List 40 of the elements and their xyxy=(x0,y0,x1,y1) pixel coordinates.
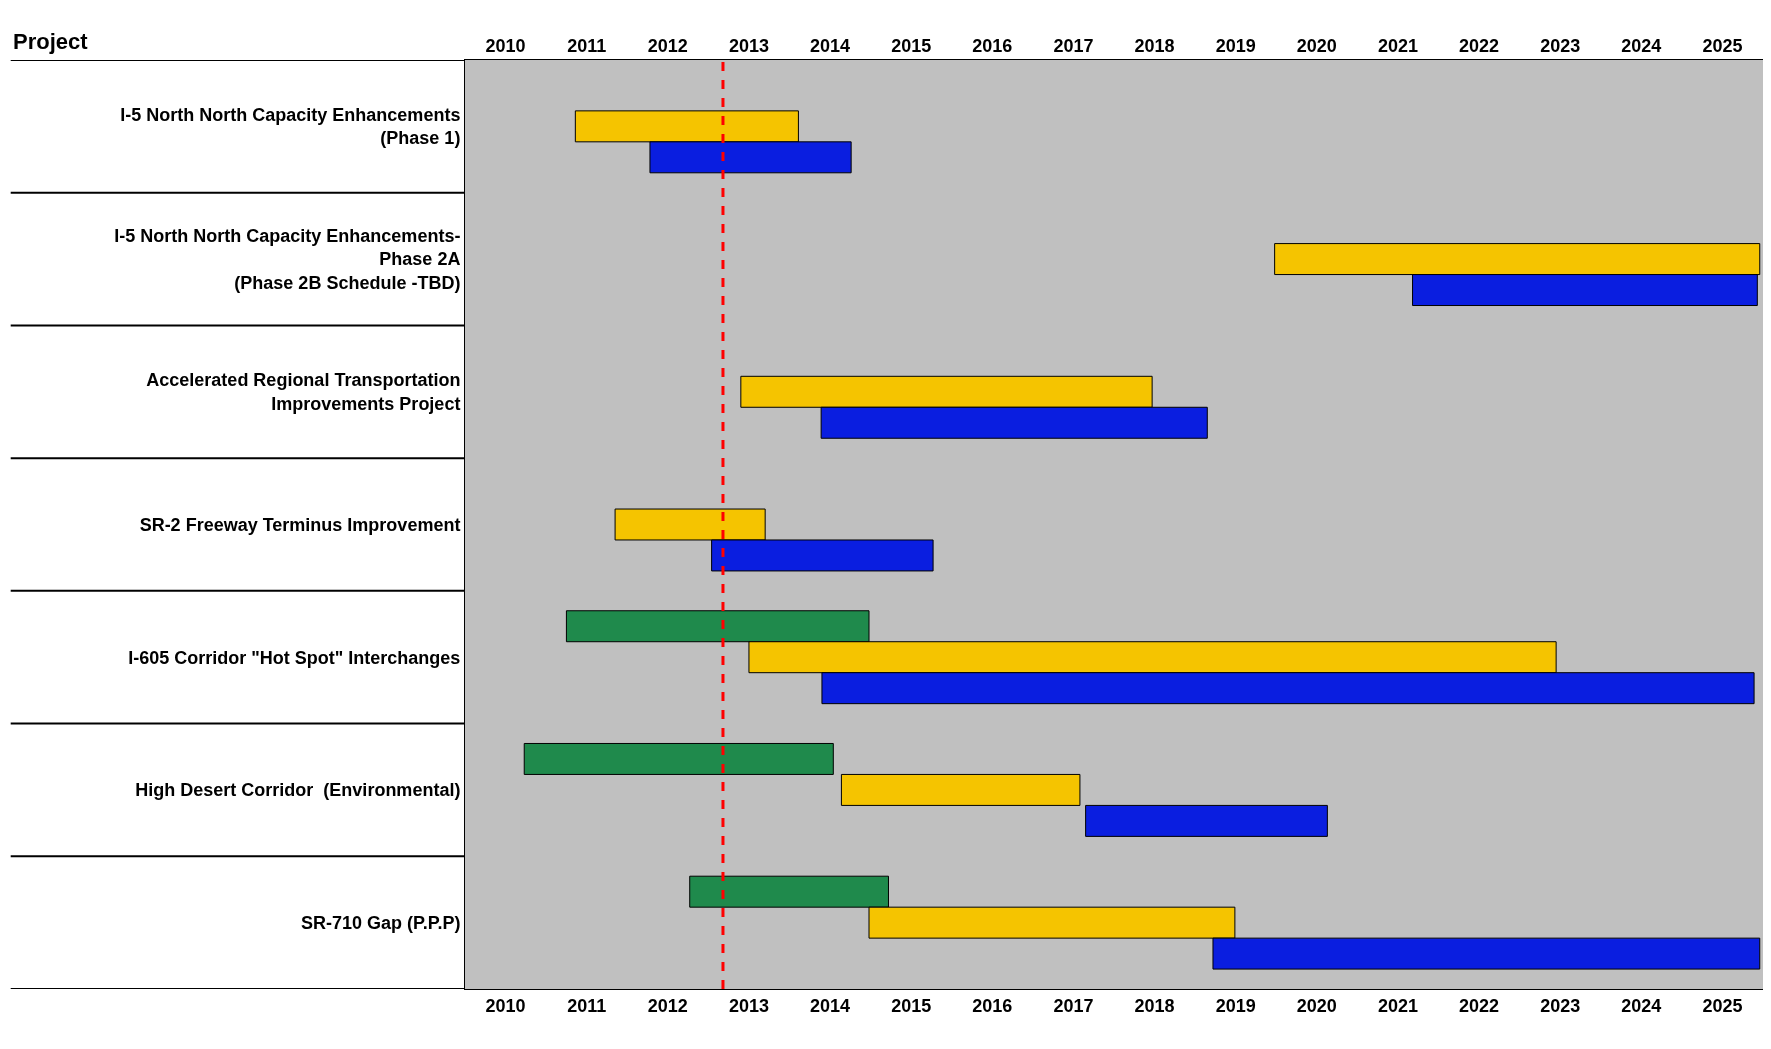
x2-tick-label: 2012 xyxy=(647,995,688,1016)
x-tick-label: 2013 xyxy=(728,35,769,56)
y-tick-label: I-5 North North Capacity Enhancements (Phase 1) xyxy=(120,104,461,149)
x2-tick-label: 2010 xyxy=(485,995,526,1016)
x2-tick-label: 2018 xyxy=(1134,995,1175,1016)
x-tick-label: 2017 xyxy=(1053,35,1094,56)
x-tick-label: 2021 xyxy=(1377,35,1418,56)
x2-tick-label: 2019 xyxy=(1215,995,1256,1016)
y-tick-label: I-5 North North Capacity Enhancements- Phase 2A (Phase 2B Schedule -TBD) xyxy=(114,225,461,293)
x2-tick-label: 2021 xyxy=(1377,995,1418,1016)
y-tick-label: High Desert Corridor (Environmental) xyxy=(135,780,461,801)
x-tick-label: 2022 xyxy=(1459,35,1500,56)
x2-tick-label: 2013 xyxy=(728,995,769,1016)
x-tick-label: 2020 xyxy=(1296,35,1337,56)
x-tick-label: 2019 xyxy=(1215,35,1256,56)
x-tick-label: 2011 xyxy=(567,35,607,56)
x-tick-label: 2018 xyxy=(1134,35,1175,56)
x2-tick-label: 2025 xyxy=(1702,995,1743,1016)
x-tick-label: 2016 xyxy=(972,35,1013,56)
x-tick-label: 2024 xyxy=(1621,35,1662,56)
y-tick-label: I-605 Corridor "Hot Spot" Interchanges xyxy=(128,647,461,668)
x2-tick-label: 2016 xyxy=(972,995,1013,1016)
x-tick-label: 2012 xyxy=(647,35,688,56)
x2-tick-label: 2024 xyxy=(1621,995,1662,1016)
x-tick-label: 2010 xyxy=(485,35,526,56)
x2-tick-label: 2014 xyxy=(810,995,851,1016)
y-tick-label: SR-710 Gap (P.P.P) xyxy=(300,912,461,933)
x-tick-label: 2023 xyxy=(1540,35,1581,56)
x-tick-label: 2014 xyxy=(810,35,851,56)
x-tick-label: 2025 xyxy=(1702,35,1743,56)
x-tick-label: 2015 xyxy=(891,35,932,56)
x2-tick-label: 2022 xyxy=(1459,995,1500,1016)
x2-tick-label: 2017 xyxy=(1053,995,1094,1016)
x2-tick-label: 2020 xyxy=(1296,995,1337,1016)
y-tick-label: Accelerated Regional Transportation Improvements Project xyxy=(146,370,461,414)
y-axis-title: Project xyxy=(13,29,89,54)
x2-tick-label: 2015 xyxy=(891,995,932,1016)
y-tick-label: SR-2 Freeway Terminus Improvement xyxy=(139,514,461,535)
x2-tick-label: 2023 xyxy=(1540,995,1581,1016)
x2-tick-label: 2011 xyxy=(567,995,607,1016)
